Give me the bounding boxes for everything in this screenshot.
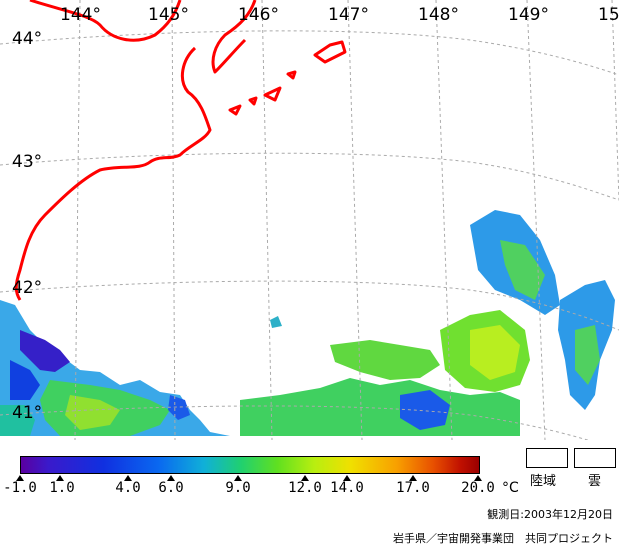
lon-label-147: 147° (328, 5, 369, 25)
lon-label-146: 146° (238, 5, 279, 25)
tick-mark (409, 475, 417, 481)
tick-label: 20.0 (461, 480, 495, 496)
credit: 岩手県／宇宙開発事業団 共同プロジェクト (393, 532, 613, 545)
tick-label: 1.0 (49, 480, 75, 496)
lat-label-42: 42° (12, 278, 42, 298)
lon-label-149: 149° (508, 5, 549, 25)
tick-label: 17.0 (396, 480, 430, 496)
lon-label-148: 148° (418, 5, 459, 25)
tick-mark (301, 475, 309, 481)
land-swatch (526, 448, 568, 468)
tick-label: 4.0 (115, 480, 141, 496)
tick-mark (474, 475, 482, 481)
lat-label-44: 44° (12, 29, 42, 49)
colorbar-ticks (16, 474, 482, 484)
sst-map: 144° 145° 146° 147° 148° 149° 15 44° 43°… (0, 0, 619, 440)
tick-label: 9.0 (225, 480, 251, 496)
longitude-labels: 144° 145° 146° 147° 148° 149° 15 (60, 5, 619, 25)
cloud-label: 雲 (588, 474, 602, 489)
land-label: 陸域 (530, 474, 557, 489)
lon-label-145: 145° (148, 5, 189, 25)
lon-label-144: 144° (60, 5, 101, 25)
tick-mark (124, 475, 132, 481)
cloud-swatch (574, 448, 616, 468)
tick-label: 12.0 (288, 480, 322, 496)
tick-mark (343, 475, 351, 481)
tick-label: 14.0 (330, 480, 364, 496)
tick-label: -1.0 (3, 480, 37, 496)
observation-date: 観測日:2003年12月20日 (487, 508, 613, 521)
legend: -1.0 1.0 4.0 6.0 9.0 12.0 14.0 17.0 20.0… (0, 440, 619, 546)
temperature-colorbar (20, 456, 480, 474)
lat-label-43: 43° (12, 152, 42, 172)
coastline (14, 0, 347, 301)
sst-patches-southwest (0, 300, 230, 436)
tick-mark (16, 475, 24, 481)
tick-mark (56, 475, 64, 481)
lon-label-150: 15 (598, 5, 619, 25)
graticule (0, 0, 619, 440)
tick-mark (234, 475, 242, 481)
tick-mark (167, 475, 175, 481)
latitude-labels: 44° 43° 42° 41° (12, 29, 42, 423)
lat-label-41: 41° (12, 403, 42, 423)
temperature-unit: °C (502, 480, 519, 496)
tick-label: 6.0 (158, 480, 184, 496)
